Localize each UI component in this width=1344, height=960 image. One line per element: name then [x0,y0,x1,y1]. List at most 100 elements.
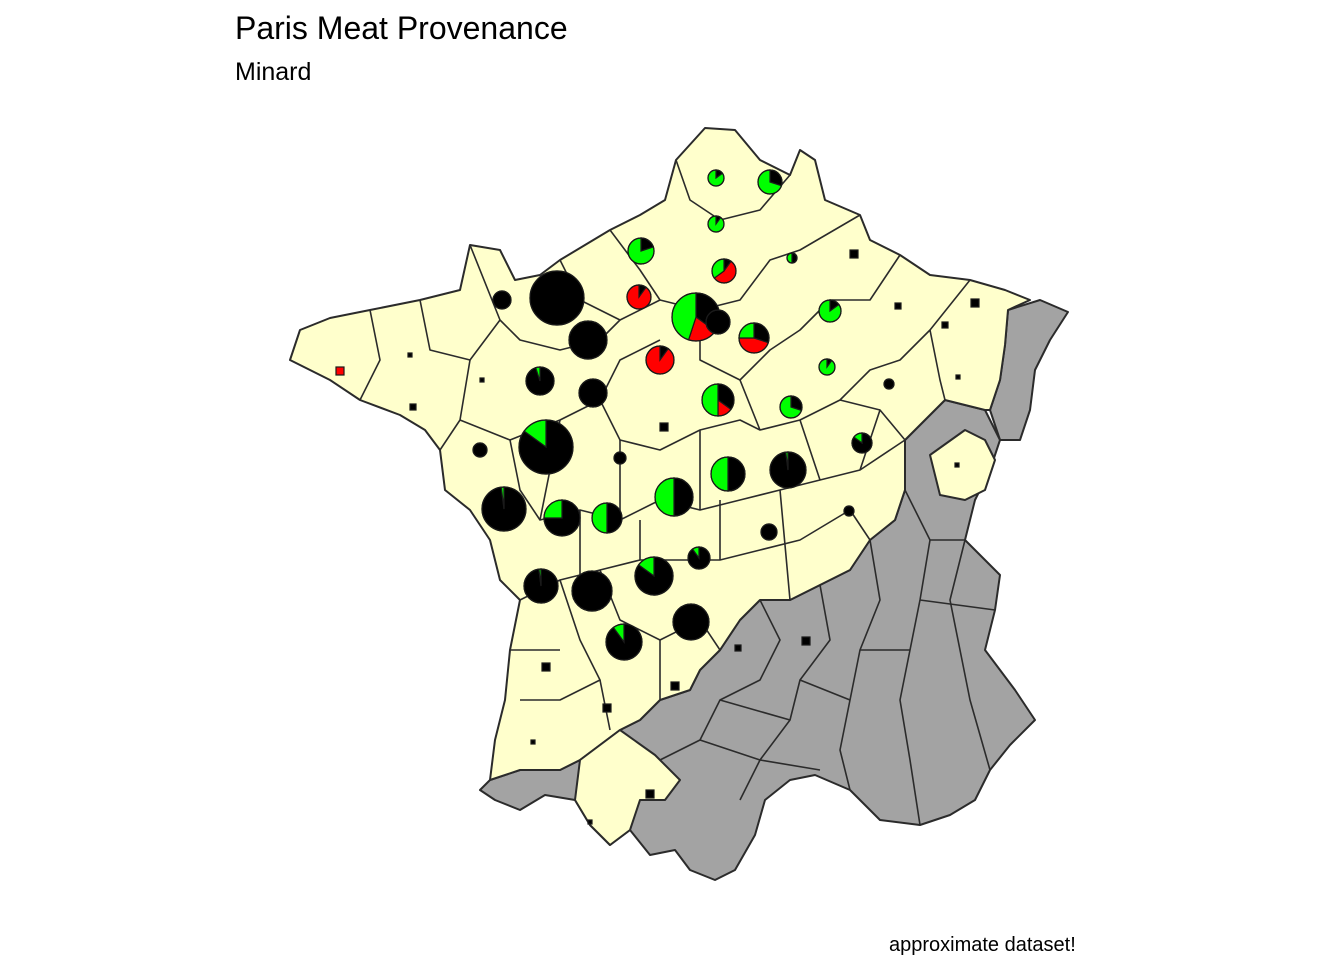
pie-marker [605,623,643,661]
pie-marker [543,499,581,537]
pie-outline [591,502,623,534]
pie-outline [613,451,627,465]
pie-outline [757,169,783,195]
pie-marker [654,477,694,517]
pie-slice [479,377,485,383]
pie-slice [955,374,961,380]
pie-marker [954,462,960,468]
pie-marker [587,819,593,825]
pie-marker [525,366,555,396]
pie-outline [707,169,725,187]
pie-marker [672,603,710,641]
pie-marker [687,546,711,570]
pie-slice [645,789,655,799]
pie-slice [602,703,612,713]
pie-marker [602,703,612,713]
pie-marker [634,556,674,596]
pie-outline [605,623,643,661]
pie-marker [481,486,527,532]
pie-marker [818,358,836,376]
pie-outline [492,290,512,310]
map-caption: approximate dataset! [889,934,1076,956]
pie-slice [734,644,742,652]
pie-outline [851,432,873,454]
pie-outline [786,252,798,264]
pie-outline [672,603,710,641]
pie-marker [626,284,652,310]
pie-marker [701,383,735,417]
pie-marker [472,442,488,458]
pie-outline [571,570,613,612]
pie-marker [645,789,655,799]
pie-outline [543,499,581,537]
pie-marker [738,322,770,354]
pie-marker [479,377,485,383]
map-subtitle: Minard [235,58,312,86]
pie-marker [849,249,859,259]
pie-markers [335,169,980,825]
pie-outline [707,215,725,233]
pie-outline [705,309,731,335]
pie-marker [941,321,949,329]
pie-outline [645,345,675,375]
pie-outline [818,299,842,323]
region-yellow-jura [929,429,996,501]
pie-marker [523,568,559,604]
pie-outline [634,556,674,596]
pie-outline [627,237,655,265]
pie-marker [645,345,675,375]
pie-outline [779,395,803,419]
pie-outline [626,284,652,310]
pie-marker [818,299,842,323]
pie-marker [613,451,627,465]
pie-outline [769,451,807,489]
pie-slice [335,366,345,376]
pie-marker [711,258,737,284]
pie-marker [801,636,811,646]
pie-outline [687,546,711,570]
pie-slice [409,403,417,411]
pie-outline [568,320,608,360]
pie-outline [883,378,895,390]
pie-marker [407,352,413,358]
pie-outline [654,477,694,517]
pie-marker [568,320,608,360]
pie-marker [779,395,803,419]
pie-marker [757,169,783,195]
pie-marker [530,739,536,745]
pie-marker [734,644,742,652]
pie-outline [701,383,735,417]
pie-slice [407,352,413,358]
pie-slice [849,249,859,259]
pie-slice [941,321,949,329]
pie-marker [710,456,746,492]
pie-outline [818,358,836,376]
pie-marker [955,374,961,380]
pie-outline [472,442,488,458]
pie-slice [670,681,680,691]
pie-outline [525,366,555,396]
pie-slice [659,422,669,432]
pie-outline [738,322,770,354]
pie-slice [530,739,536,745]
pie-slice [587,819,593,825]
pie-marker [786,252,798,264]
pie-marker [970,298,980,308]
region-yellow-southwest [574,729,681,846]
pie-marker [707,169,725,187]
pie-slice [954,462,960,468]
pie-outline [578,378,608,408]
pie-marker [883,378,895,390]
pie-marker [492,290,512,310]
pie-marker [894,302,902,310]
pie-marker [769,451,807,489]
pie-outline [481,486,527,532]
pie-marker [409,403,417,411]
pie-marker [659,422,669,432]
pie-marker [627,237,655,265]
pie-outline [529,270,585,326]
pie-marker [670,681,680,691]
pie-marker [591,502,623,534]
region-yellow-main [289,127,1031,781]
pie-marker [571,570,613,612]
